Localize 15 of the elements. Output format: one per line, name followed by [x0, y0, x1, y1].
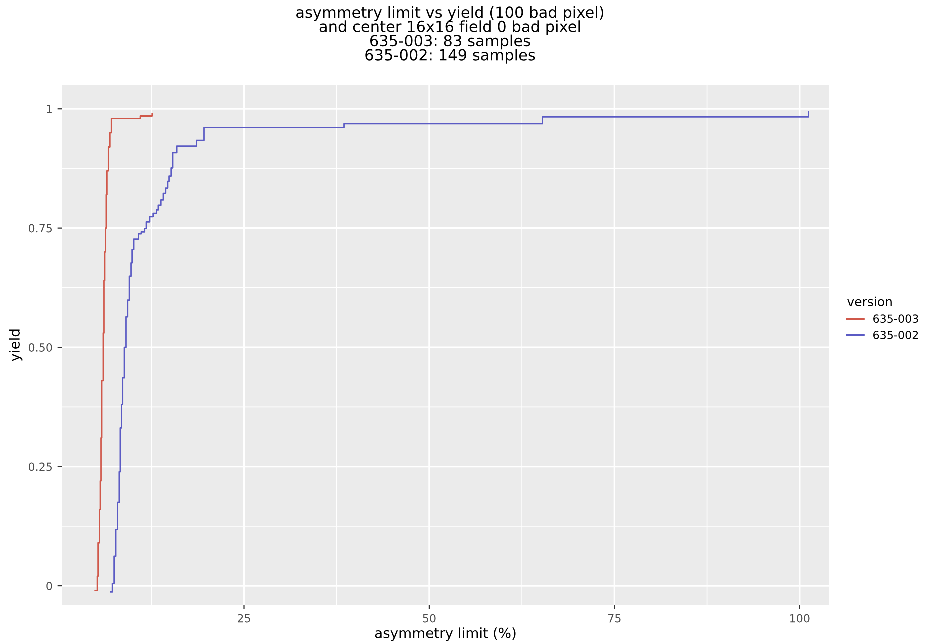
x-axis-title: asymmetry limit (%)	[375, 628, 516, 641]
y-tick-label: 0.50	[28, 344, 52, 352]
x-tick-label: 25	[238, 614, 250, 623]
x-tick-label: 100	[790, 614, 810, 623]
y-tick-label: 1	[47, 105, 52, 114]
legend-title: version	[848, 296, 892, 307]
x-tick-label: 50	[423, 614, 436, 623]
legend-label: 635-003	[874, 314, 918, 324]
chart-title: asymmetry limit vs yield (100 bad pixel) and center 16x16 field 0 bad pixel 635-003: 83 samples 635-002: 149 samples	[296, 6, 604, 64]
y-tick-label: 0.25	[28, 462, 52, 472]
y-axis-title: yield	[9, 330, 23, 362]
legend-label: 635-002	[874, 330, 918, 340]
x-tick-label: 75	[608, 614, 621, 623]
y-tick-label: 0.75	[28, 224, 52, 233]
y-tick-label: 0	[46, 582, 52, 590]
